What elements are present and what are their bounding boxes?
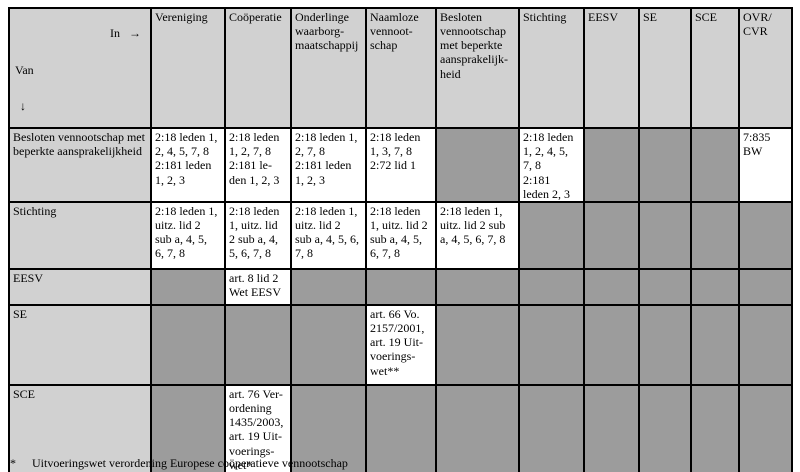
in-label: In (110, 26, 120, 41)
grid-cell-blocked (224, 303, 292, 386)
col-header-onderlinge: Onderlinge waarborg- maatschappij (290, 6, 367, 130)
grid-cell-blocked (638, 303, 692, 386)
row-label-besloten-bv: Besloten vennootschap met beperkte aansp… (8, 127, 152, 203)
grid-cell-blocked (435, 303, 520, 386)
footnote-marker: * (10, 456, 16, 470)
col-header-besloten: Besloten vennootschap met beperkte aansp… (435, 6, 520, 130)
grid-cell-blocked (690, 383, 740, 472)
grid-cell-blocked (738, 200, 793, 270)
grid-cell-blocked (435, 267, 520, 306)
grid-cell-blocked (638, 267, 692, 306)
row-label-eesv: EESV (8, 267, 152, 306)
grid-cell: 2:18 leden 1, uitz. lid 2 sub a, 4, 5, 6… (224, 200, 292, 270)
grid-cell: 2:18 leden 1, uitz. lid 2 sub a, 4, 5, 6… (435, 200, 520, 270)
grid-cell-blocked (583, 267, 640, 306)
grid-cell-blocked (518, 200, 585, 270)
footnote-text: Uitvoeringswet verordening Europese coöp… (32, 456, 348, 470)
col-header-stichting: Stichting (518, 6, 585, 130)
grid-cell-blocked (290, 267, 367, 306)
row-besloten-bv: Besloten vennootschap met beperkte aansp… (8, 127, 793, 203)
row-se: SE art. 66 Vo. 2157/2001, art. 19 Uit- v… (8, 303, 793, 386)
grid-cell-blocked (638, 383, 692, 472)
grid-cell-blocked (365, 267, 437, 306)
col-header-se: SE (638, 6, 692, 130)
grid-cell-blocked (583, 303, 640, 386)
grid-cell-blocked (150, 267, 226, 306)
col-header-sce: SCE (690, 6, 740, 130)
row-sce: SCE art. 76 Ver- ordening 1435/2003, art… (8, 383, 793, 472)
col-header-eesv: EESV (583, 6, 640, 130)
right-arrow-icon: → (129, 26, 141, 41)
col-header-vereniging: Vereniging (150, 6, 226, 130)
col-header-naamloze: Naamloze vennoot- schap (365, 6, 437, 130)
grid-cell: 2:18 leden 1, 3, 7, 8 2:72 lid 1 (365, 127, 437, 203)
grid-cell-blocked (690, 267, 740, 306)
col-header-cooperatie: Coöperatie (224, 6, 292, 130)
grid-cell-blocked (583, 127, 640, 203)
grid-cell-blocked (583, 200, 640, 270)
corner-header-cell: In → Van ↓ (8, 6, 152, 130)
grid-cell-blocked (638, 127, 692, 203)
grid-cell-blocked (365, 383, 437, 472)
in-direction-label: In → (13, 26, 147, 40)
grid-cell-blocked (435, 127, 520, 203)
grid-cell: 7:835 BW (738, 127, 793, 203)
grid-cell: art. 8 lid 2 Wet EESV (224, 267, 292, 306)
row-eesv: EESV art. 8 lid 2 Wet EESV (8, 267, 793, 306)
van-label: Van (15, 63, 34, 78)
grid-cell: 2:18 leden 1, 2, 4, 5, 7, 8 2:181 leden … (518, 127, 585, 203)
grid-cell: 2:18 leden 1, uitz. lid 2 sub a, 4, 5, 6… (365, 200, 437, 270)
grid-cell: 2:18 leden 1, uitz. lid 2 sub a, 4, 5, 6… (150, 200, 226, 270)
grid-cell-blocked (518, 383, 585, 472)
row-label-sce: SCE (8, 383, 152, 472)
down-arrow-icon: ↓ (20, 98, 26, 113)
grid-cell: 2:18 leden 1, 2, 4, 5, 7, 8 2:181 leden … (150, 127, 226, 203)
header-row: In → Van ↓ Vereniging Coöperatie Onderlin… (8, 6, 793, 130)
footnote: * Uitvoeringswet verordening Europese co… (10, 456, 348, 471)
grid-cell-blocked (690, 200, 740, 270)
row-stichting: Stichting 2:18 leden 1, uitz. lid 2 sub … (8, 200, 793, 270)
grid-cell-blocked (690, 303, 740, 386)
grid-cell-blocked (738, 303, 793, 386)
grid-cell: 2:18 leden 1, 2, 7, 8 2:181 leden 1, 2, … (290, 127, 367, 203)
grid-cell: 2:18 leden 1, uitz. lid 2 sub a, 4, 5, 6… (290, 200, 367, 270)
conversion-matrix-table: In → Van ↓ Vereniging Coöperatie Onderlin… (8, 6, 793, 472)
grid-cell-blocked (638, 200, 692, 270)
grid-cell-blocked (150, 383, 226, 472)
grid-cell: art. 66 Vo. 2157/2001, art. 19 Uit- voer… (365, 303, 437, 386)
grid-cell-blocked (583, 383, 640, 472)
grid-cell-blocked (738, 383, 793, 472)
grid-cell-blocked (290, 383, 367, 472)
grid-cell-blocked (435, 383, 520, 472)
grid-cell-blocked (290, 303, 367, 386)
grid-cell: art. 76 Ver- ordening 1435/2003, art. 19… (224, 383, 292, 472)
grid-cell: 2:18 leden 1, 2, 7, 8 2:181 le- den 1, 2… (224, 127, 292, 203)
row-label-se: SE (8, 303, 152, 386)
grid-cell-blocked (690, 127, 740, 203)
col-header-ovr-cvr: OVR/ CVR (738, 6, 793, 130)
grid-cell-blocked (150, 303, 226, 386)
grid-cell-blocked (738, 267, 793, 306)
grid-cell-blocked (518, 267, 585, 306)
row-label-stichting: Stichting (8, 200, 152, 270)
grid-cell-blocked (518, 303, 585, 386)
